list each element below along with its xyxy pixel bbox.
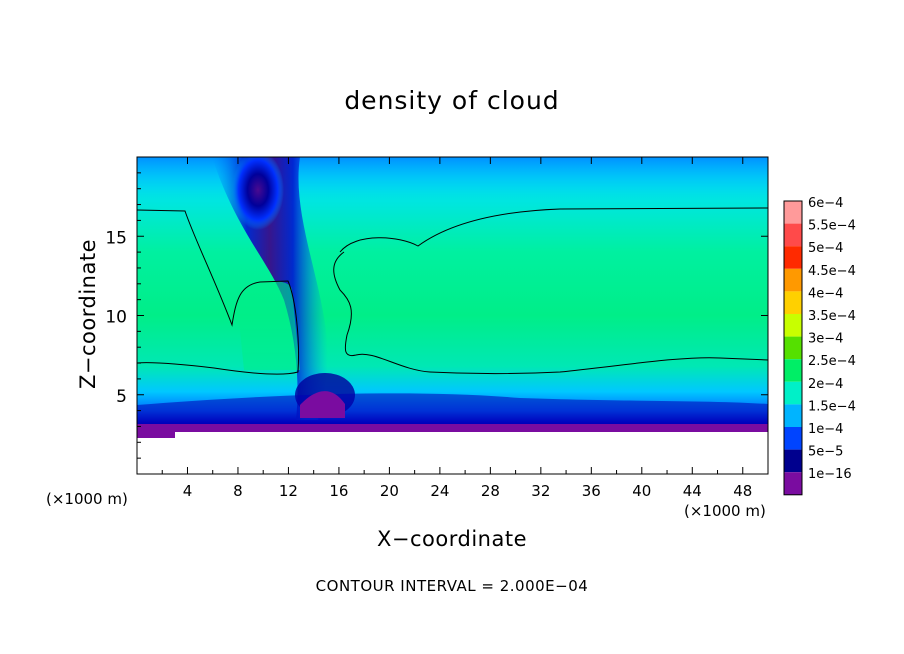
colorbar-label: 2e−4 — [808, 377, 843, 392]
contour-interval-note: CONTOUR INTERVAL = 2.000E−04 — [315, 577, 589, 595]
colorbar-swatch — [784, 449, 802, 473]
colorbar-legend: 6e−4 5.5e−4 5e−4 4.5e−4 4e−4 3.5e−4 3e−4 2.5e−4… — [783, 196, 856, 496]
colorbar-label: 1.5e−4 — [808, 399, 856, 414]
colorbar-swatch — [784, 359, 802, 382]
y-tick-label: 5 — [116, 387, 127, 407]
x-axis-label: X−coordinate — [377, 527, 527, 551]
y-tick-label: 10 — [105, 308, 127, 328]
colorbar-swatch — [784, 336, 802, 360]
colorbar-swatch — [784, 314, 802, 337]
colorbar-label: 5e−4 — [808, 241, 843, 256]
x-unit-right: (×1000 m) — [684, 502, 766, 520]
colorbar-swatch — [784, 223, 802, 247]
density-field — [137, 157, 768, 474]
colorbar-label: 1e−4 — [808, 422, 843, 437]
colorbar-label: 6e−4 — [808, 196, 843, 211]
y-tick-label: 15 — [105, 228, 127, 248]
colorbar-swatch — [784, 404, 802, 427]
colorbar-swatch — [784, 201, 802, 224]
colorbar-swatch — [784, 381, 802, 405]
colorbar-label: 4e−4 — [808, 286, 843, 301]
x-tick-label: 8 — [233, 482, 243, 500]
colorbar-frame — [783, 200, 803, 496]
colorbar-swatch — [784, 427, 802, 450]
x-tick-label: 48 — [733, 482, 752, 500]
x-tick-label: 44 — [683, 482, 702, 500]
y-axis-label: Z−coordinate — [76, 239, 100, 389]
colorbar-swatch — [784, 291, 802, 314]
colorbar-label: 1e−16 — [808, 467, 852, 482]
x-tick-label: 32 — [531, 482, 550, 500]
colorbar-label: 3e−4 — [808, 332, 843, 347]
colorbar-swatch — [784, 472, 802, 495]
x-tick-label: 12 — [279, 482, 298, 500]
x-tick-label: 28 — [481, 482, 500, 500]
chart-title: density of cloud — [344, 86, 560, 115]
colorbar-label: 5.5e−4 — [808, 219, 856, 234]
x-tick-label: 4 — [183, 482, 193, 500]
x-tick-label: 16 — [329, 482, 348, 500]
x-tick-label: 20 — [380, 482, 399, 500]
colorbar-label: 2.5e−4 — [808, 354, 856, 369]
y-axis: 5 10 15 — [105, 172, 768, 459]
x-axis: 4 8 12 16 20 24 28 32 36 40 44 48 — [161, 157, 752, 500]
colorbar-label: 5e−5 — [808, 445, 843, 460]
colorbar-swatch — [784, 246, 802, 269]
x-tick-label: 40 — [632, 482, 651, 500]
x-unit-left: (×1000 m) — [46, 490, 128, 508]
x-tick-label: 36 — [582, 482, 601, 500]
colorbar-label: 4.5e−4 — [808, 264, 856, 279]
colorbar-swatch — [784, 268, 802, 292]
colorbar-label: 3.5e−4 — [808, 309, 856, 324]
x-tick-label: 24 — [430, 482, 449, 500]
